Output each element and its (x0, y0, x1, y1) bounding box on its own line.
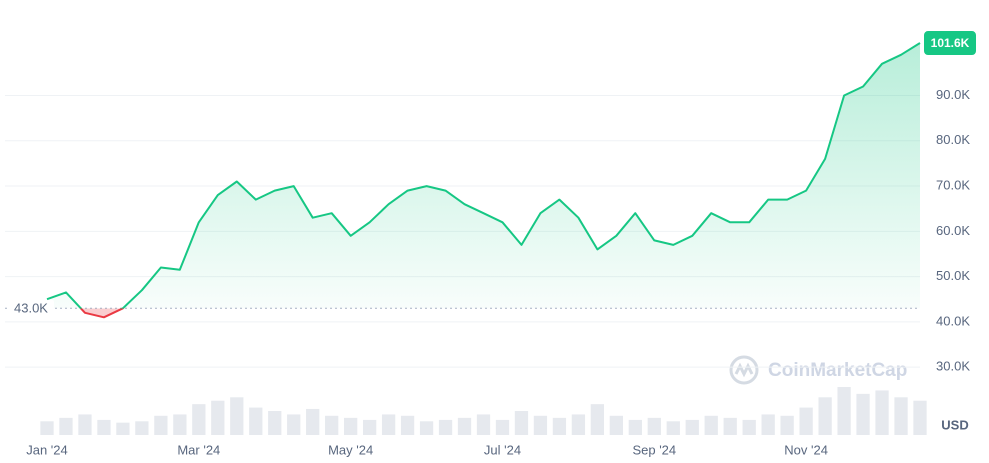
watermark: CoinMarketCap (729, 355, 907, 385)
x-tick-label: Jan '24 (26, 442, 68, 457)
volume-bar (59, 417, 73, 435)
y-tick-label: 60.0K (936, 223, 970, 238)
volume-bar (211, 400, 225, 435)
x-tick-label: Jul '24 (484, 442, 521, 457)
volume-bar (761, 414, 775, 435)
x-tick-label: Sep '24 (632, 442, 676, 457)
baseline-label-box (8, 299, 54, 318)
volume-bar (723, 417, 737, 435)
volume-bar (116, 422, 130, 435)
price-line (46, 42, 921, 319)
volume-bar (875, 390, 889, 435)
last-value-label: 101.6K (931, 36, 970, 50)
y-tick-label: 90.0K (936, 87, 970, 102)
volume-bar (552, 417, 567, 435)
unit-label: USD (941, 417, 968, 432)
volume-bar (533, 415, 548, 435)
volume-bar (287, 414, 301, 435)
volume-bar (362, 419, 377, 435)
volume-bar (704, 415, 718, 435)
volume-bar (230, 397, 244, 435)
volume-bar (514, 411, 529, 435)
volume-bar (799, 407, 813, 435)
volume-bar (97, 419, 111, 435)
volume-bar (571, 414, 586, 435)
volume-bar (325, 415, 339, 435)
volume-bar (609, 415, 623, 435)
volume-bar (154, 415, 168, 435)
baseline-label: 43.0K (14, 301, 48, 316)
volume-bar (894, 397, 908, 435)
volume-bar (780, 415, 794, 435)
volume-bar (837, 387, 851, 435)
x-tick-label: Mar '24 (177, 442, 220, 457)
price-area (47, 43, 920, 318)
volume-bar (400, 415, 415, 435)
volume-bar (249, 407, 263, 435)
volume-bar (476, 414, 491, 435)
volume-bar (192, 404, 206, 435)
volume-bar (742, 419, 756, 435)
last-value-tag (924, 31, 976, 56)
volume-bar (438, 419, 453, 435)
volume-bar (628, 419, 642, 435)
y-tick-label: 50.0K (936, 268, 970, 283)
volume-bar (495, 419, 510, 435)
volume-bar (666, 421, 680, 435)
volume-bar (419, 421, 434, 435)
volume-bar (457, 417, 472, 435)
volume-bar (913, 400, 927, 435)
x-tick-label: Nov '24 (784, 442, 828, 457)
volume-bar (40, 421, 54, 435)
volume-bar (685, 419, 699, 435)
volume-bar (590, 404, 605, 435)
y-tick-label: 30.0K (936, 359, 970, 374)
volume-bar (856, 393, 870, 435)
volume-bar (78, 414, 92, 435)
volume-bar (818, 397, 832, 435)
volume-bar (344, 417, 358, 435)
y-tick-label: 40.0K (936, 313, 970, 328)
volume-bar (306, 408, 320, 435)
volume-bar (173, 414, 187, 435)
x-tick-label: May '24 (328, 442, 373, 457)
y-tick-label: 70.0K (936, 177, 970, 192)
volume-bar (268, 411, 282, 435)
volume-bar (381, 414, 396, 435)
watermark-text: CoinMarketCap (768, 360, 907, 381)
volume-bar (647, 417, 661, 435)
y-tick-label: 80.0K (936, 132, 970, 147)
volume-bar (135, 421, 149, 435)
